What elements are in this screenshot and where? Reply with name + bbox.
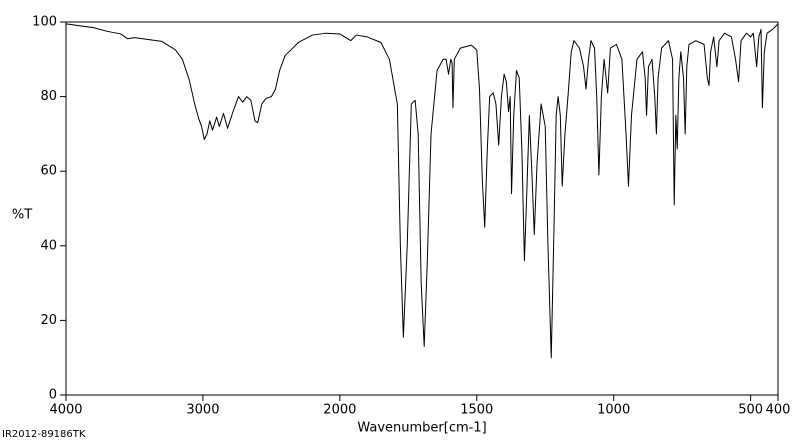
- y-tick-label: 20: [40, 313, 57, 328]
- y-tick-label: 80: [40, 89, 57, 104]
- y-axis-label: %T: [12, 208, 32, 223]
- x-axis-label: Wavenumber[cm-1]: [357, 421, 486, 436]
- footer: IR2012-89186TK: [2, 429, 86, 440]
- x-tick-label: 1500: [460, 403, 493, 418]
- x-tick-label: 400: [766, 403, 791, 418]
- x-tick-label: 1000: [597, 403, 630, 418]
- y-tick-label: 100: [32, 15, 57, 30]
- x-tick-label: 500: [738, 403, 763, 418]
- y-tick-label: 40: [40, 238, 57, 253]
- y-tick-label: 60: [40, 164, 57, 179]
- y-tick-label: 0: [49, 388, 57, 403]
- plot-frame: [65, 21, 779, 396]
- spectrum-line: [65, 23, 779, 359]
- x-tick-label: 4000: [49, 403, 82, 418]
- x-tick-label: 2000: [323, 403, 356, 418]
- x-tick-label: 3000: [186, 403, 219, 418]
